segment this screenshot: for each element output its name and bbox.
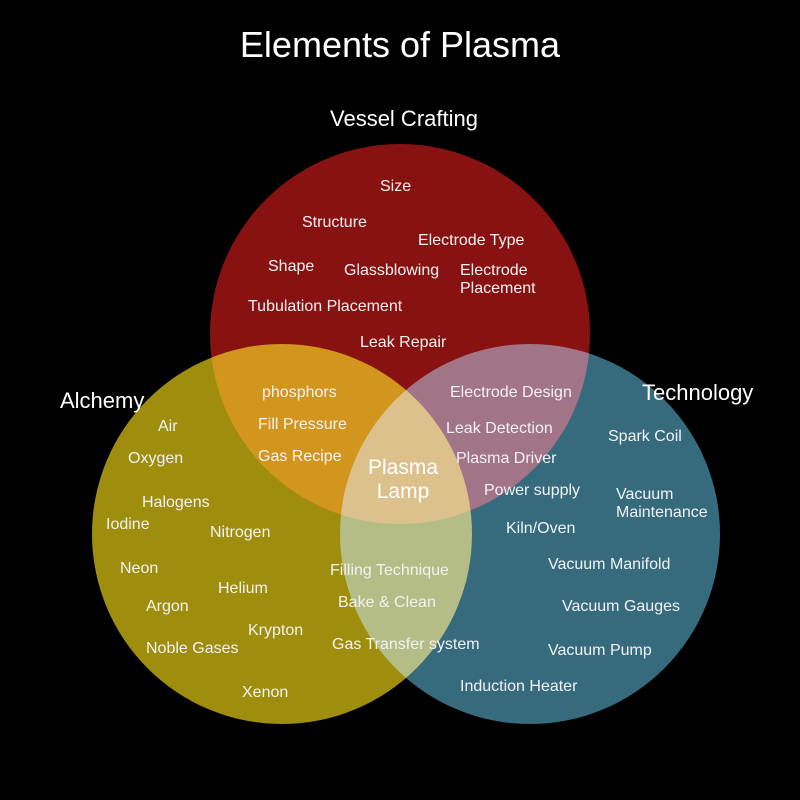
term: Helium [218, 580, 268, 598]
term: Glassblowing [344, 262, 439, 280]
page-title: Elements of Plasma [0, 24, 800, 66]
term: Filling Technique [330, 562, 449, 580]
term: Noble Gases [146, 640, 239, 658]
term: Leak Repair [360, 334, 446, 352]
term: phosphors [262, 384, 337, 402]
term: Electrode Type [418, 232, 524, 250]
term: Spark Coil [608, 428, 682, 446]
term: Gas Recipe [258, 448, 342, 466]
term: Structure [302, 214, 367, 232]
term: Plasma Driver [456, 450, 556, 468]
term: Leak Detection [446, 420, 553, 438]
term: Size [380, 178, 411, 196]
term: Vacuum Gauges [562, 598, 680, 616]
term: Induction Heater [460, 678, 577, 696]
term: Halogens [142, 494, 210, 512]
center-label-line2: Lamp [377, 480, 430, 503]
category-label-vessel: Vessel Crafting [330, 106, 478, 132]
center-label-line1: Plasma [368, 456, 438, 479]
term: Bake & Clean [338, 594, 436, 612]
center-label: Plasma Lamp [368, 456, 438, 504]
term: Shape [268, 258, 314, 276]
term: Air [158, 418, 178, 436]
venn-diagram: Elements of Plasma Vessel Crafting Alche… [0, 0, 800, 800]
term: Tubulation Placement [248, 298, 402, 316]
term: Vacuum Pump [548, 642, 652, 660]
term: Gas Transfer system [332, 636, 480, 654]
term: Krypton [248, 622, 303, 640]
term: Argon [146, 598, 189, 616]
term: Electrode Placement [460, 262, 550, 297]
category-label-alchemy: Alchemy [60, 388, 144, 414]
term: Vacuum Maintenance [616, 486, 726, 521]
term: Kiln/Oven [506, 520, 575, 538]
term: Oxygen [128, 450, 183, 468]
term: Xenon [242, 684, 288, 702]
term: Electrode Design [450, 384, 572, 402]
term: Power supply [484, 482, 580, 500]
term: Nitrogen [210, 524, 270, 542]
term: Neon [120, 560, 158, 578]
term: Vacuum Manifold [548, 556, 670, 574]
term: Fill Pressure [258, 416, 347, 434]
term: Iodine [106, 516, 150, 534]
